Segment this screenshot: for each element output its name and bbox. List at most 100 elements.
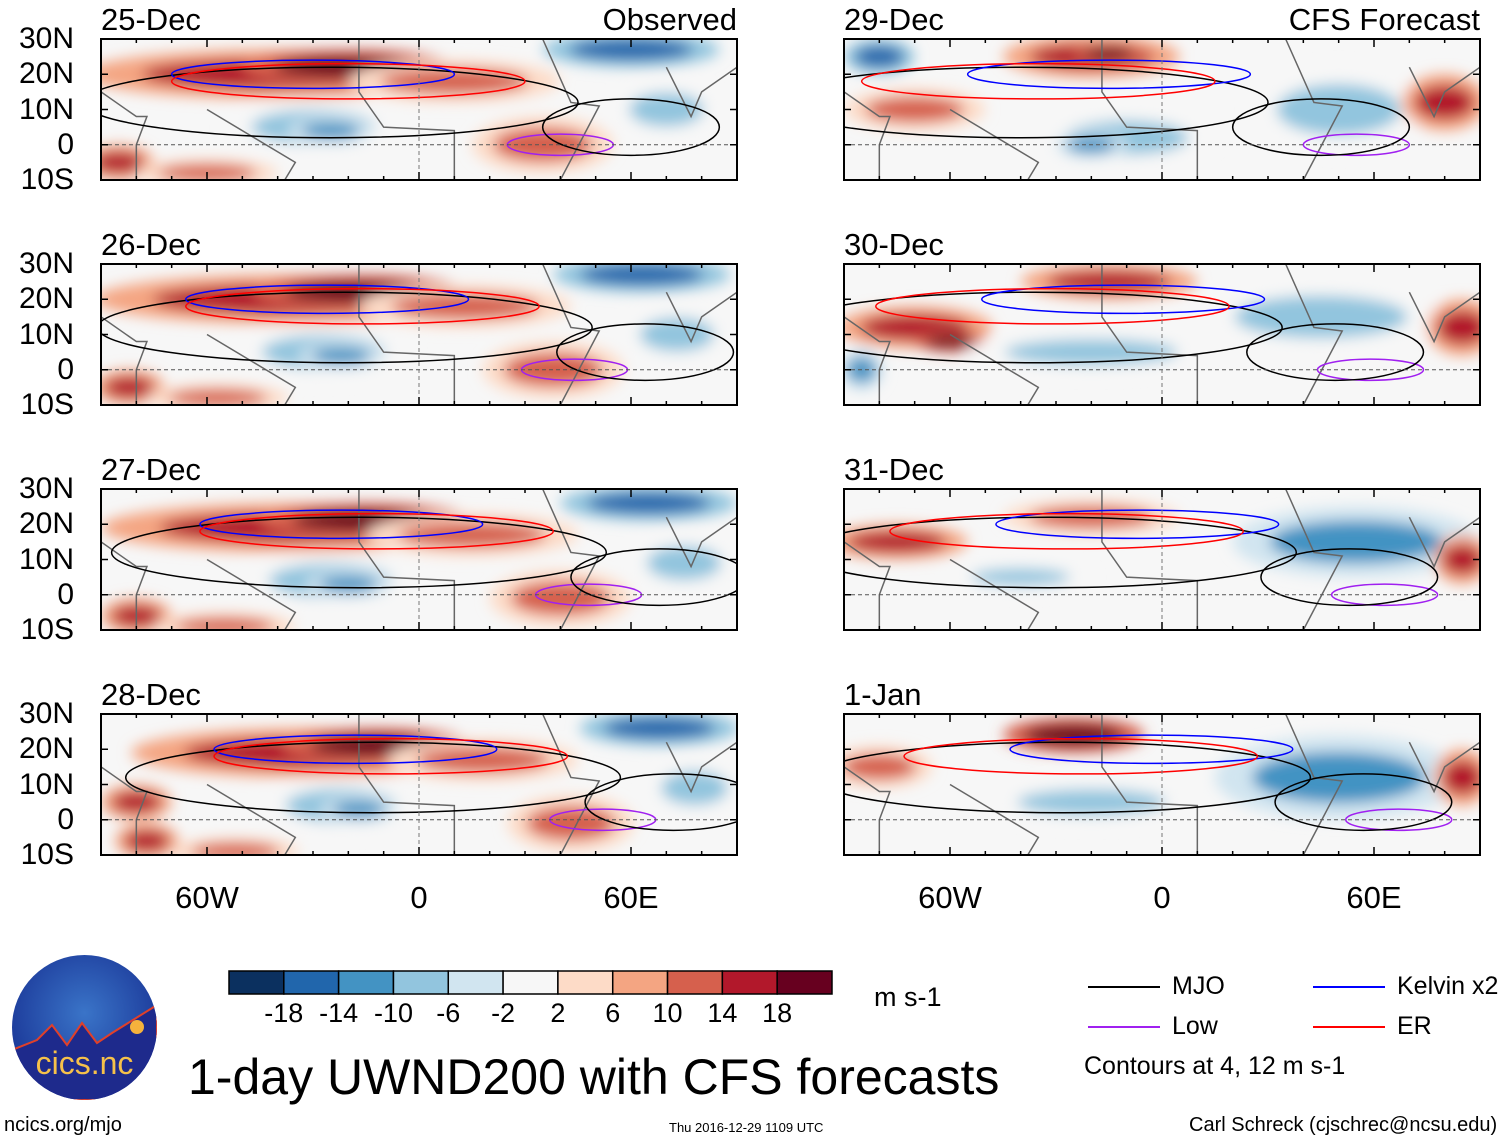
footer-url[interactable]: ncics.org/mjo xyxy=(4,1114,122,1136)
y-tick-label: 10S xyxy=(20,613,74,646)
filter-contour xyxy=(1344,808,1453,832)
anomaly-core xyxy=(661,771,728,805)
panel-source-label: Observed xyxy=(602,2,737,37)
filter-contour xyxy=(889,512,1245,550)
y-tick-label: 20N xyxy=(18,57,74,91)
map-panel-27-Dec xyxy=(100,488,738,631)
filter-contour xyxy=(1231,98,1411,157)
filter-contour xyxy=(1316,358,1425,382)
filter-contour xyxy=(1009,734,1294,765)
filter-contour xyxy=(844,741,1312,814)
panel-source-label: CFS Forecast xyxy=(1288,2,1480,37)
colorbar-label: 18 xyxy=(762,998,793,1028)
anomaly-core xyxy=(503,352,603,387)
panel-date: 28-Dec xyxy=(101,677,201,712)
filter-contour xyxy=(541,98,721,157)
anomaly-core xyxy=(1047,271,1171,293)
legend-label: MJO xyxy=(1172,972,1225,1000)
filter-contour xyxy=(124,741,622,814)
map-panel-25-Dec xyxy=(100,38,738,181)
coastline xyxy=(101,39,737,180)
filter-contour xyxy=(101,66,579,139)
panel-date: 1-Jan xyxy=(844,677,922,712)
y-tick-label: 0 xyxy=(57,577,74,611)
footer-timestamp: Thu 2016-12-29 1109 UTC xyxy=(669,1120,824,1135)
colorbar-swatch xyxy=(337,970,395,995)
anomaly-core xyxy=(1442,544,1480,575)
anomaly-core xyxy=(586,492,711,514)
anomaly-core xyxy=(925,335,975,348)
y-tick-label: 10S xyxy=(20,838,74,871)
x-tick-label: 0 xyxy=(410,880,428,915)
anomaly-core xyxy=(569,39,693,61)
filter-contour xyxy=(170,59,456,90)
anomaly-core xyxy=(847,531,947,553)
anomaly-core xyxy=(510,581,610,616)
colorbar-label: 14 xyxy=(707,998,738,1028)
colorbar-label: -14 xyxy=(319,998,359,1028)
colorbar-swatch xyxy=(557,970,614,995)
filter-contour xyxy=(844,516,1297,589)
anomaly-core xyxy=(397,522,547,548)
y-tick-label: 0 xyxy=(57,127,74,161)
y-tick-label: 10S xyxy=(20,388,74,421)
filter-contour xyxy=(844,291,1283,364)
filter-contour xyxy=(875,287,1230,325)
x-tick-label: 60E xyxy=(603,880,659,915)
filter-contour xyxy=(981,284,1266,315)
panel-date: 29-Dec xyxy=(844,2,944,37)
map-panel-1-Jan xyxy=(843,713,1481,856)
colorbar-label: -6 xyxy=(436,998,461,1028)
filter-contour xyxy=(966,59,1252,90)
coastline xyxy=(844,264,1480,405)
anomaly-core xyxy=(101,151,144,173)
filter-contour xyxy=(199,509,484,540)
panel-date: 27-Dec xyxy=(101,452,201,487)
anomaly-core xyxy=(629,92,704,127)
anomaly-core xyxy=(1414,85,1475,120)
filter-contour xyxy=(860,62,1216,100)
anomaly-core xyxy=(971,568,1071,586)
colorbar-swatch xyxy=(228,970,285,995)
filter-contour xyxy=(185,284,470,315)
footer-credit: Carl Schreck (cjschrec@ncsu.edu) xyxy=(1189,1114,1498,1136)
panel-date: 25-Dec xyxy=(101,2,201,37)
anomaly-core xyxy=(1269,520,1443,564)
y-tick-label: 20N xyxy=(18,282,74,316)
x-tick-label: 60E xyxy=(1346,880,1402,915)
anomaly-core xyxy=(844,754,917,780)
panel-date: 30-Dec xyxy=(844,227,944,262)
anomaly-core xyxy=(1017,789,1166,815)
colorbar-swatch xyxy=(392,970,450,995)
map-panel-26-Dec xyxy=(100,263,738,406)
filter-contour xyxy=(584,773,737,832)
filter-contour xyxy=(170,62,526,100)
figure-title: 1-day UWND200 with CFS forecasts xyxy=(188,1049,1000,1105)
filter-contour xyxy=(1246,323,1425,382)
x-tick-label: 0 xyxy=(1153,880,1171,915)
contours-note: Contours at 4, 12 m s-1 xyxy=(1084,1052,1346,1080)
x-tick-label: 60W xyxy=(175,880,239,915)
filter-contour xyxy=(844,66,1269,139)
colorbar-swatch xyxy=(447,970,504,995)
filter-contour xyxy=(185,287,540,325)
filter-contour xyxy=(1330,583,1439,607)
filter-contour xyxy=(995,509,1280,540)
map-panel-31-Dec xyxy=(843,488,1481,631)
legend-label: Kelvin x2 xyxy=(1397,972,1499,1000)
anomaly-core xyxy=(104,376,154,398)
anomaly-core xyxy=(1084,46,1134,60)
anomaly-core xyxy=(1024,724,1124,746)
y-tick-label: 20N xyxy=(18,732,74,766)
filter-contour xyxy=(110,516,608,589)
y-tick-label: 10N xyxy=(18,542,74,576)
colorbar-label: -18 xyxy=(264,998,304,1028)
colorbar-swatch xyxy=(776,970,833,995)
coastline xyxy=(844,489,1480,630)
coastline xyxy=(844,39,1480,180)
anomaly-core xyxy=(111,791,162,813)
colorbar-swatch xyxy=(502,970,559,995)
anomaly-core xyxy=(175,618,275,630)
